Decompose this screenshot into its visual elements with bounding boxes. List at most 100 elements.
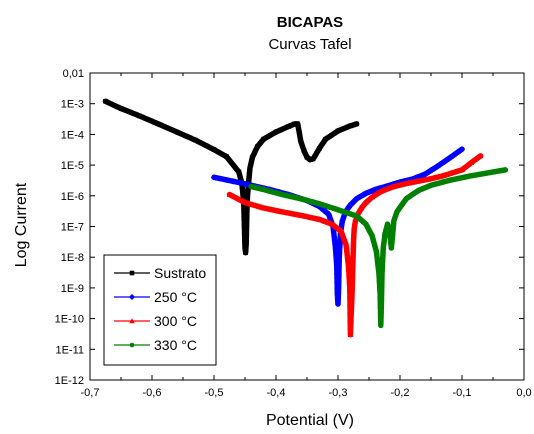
data-point: [334, 291, 341, 298]
data-point: [348, 123, 353, 129]
x-tick-label: 0,0: [516, 387, 531, 399]
series-line: [226, 153, 484, 338]
data-point: [447, 177, 452, 183]
data-point: [250, 154, 255, 160]
data-point: [477, 153, 484, 159]
data-point: [255, 144, 260, 149]
data-point: [354, 213, 359, 219]
data-point: [325, 211, 332, 218]
data-point: [363, 221, 369, 227]
data-point: [415, 178, 422, 184]
data-point: [245, 193, 250, 199]
legend-label: 330 °C: [154, 337, 197, 353]
data-point: [247, 165, 253, 171]
data-point: [298, 212, 304, 218]
data-point: [465, 174, 471, 179]
legend: Sustrato 250 °C 300 °C 330 °C: [103, 254, 217, 366]
y-tick-label: 1E-12: [55, 375, 84, 387]
data-point: [224, 154, 229, 159]
data-point: [347, 331, 354, 337]
series-sustrato: [102, 98, 360, 256]
data-point: [335, 300, 341, 307]
data-point: [174, 129, 180, 135]
data-point: [229, 178, 236, 185]
x-tick-label: -0,1: [453, 387, 472, 399]
data-point: [242, 199, 248, 205]
y-tick-label: 1E-9: [61, 283, 84, 295]
data-point: [335, 284, 342, 291]
data-point: [310, 156, 316, 162]
data-point: [307, 157, 313, 162]
y-tick-label: 1E-7: [61, 222, 84, 234]
data-point: [403, 180, 409, 186]
data-point: [155, 121, 161, 127]
plot-area: -0,7 -0,6 -0,5 -0,4 -0,3 -0,2 -0,1 0,0 1E-12 1E-1…: [55, 68, 532, 399]
data-point: [428, 182, 434, 188]
data-point: [335, 128, 341, 134]
data-point: [353, 195, 360, 202]
series-330-c: [248, 167, 509, 329]
data-point: [292, 121, 297, 127]
data-point: [391, 183, 397, 189]
x-tick-label: -0,2: [391, 387, 410, 399]
data-point: [358, 205, 365, 211]
data-point: [333, 263, 340, 270]
data-point: [394, 209, 400, 215]
data-point: [390, 233, 395, 239]
x-tick-label: -0,5: [205, 387, 224, 399]
data-point: [243, 250, 248, 256]
legend-marker: [129, 294, 135, 300]
data-point: [378, 188, 385, 194]
data-point: [374, 249, 379, 255]
data-point: [345, 263, 352, 269]
data-point: [261, 136, 266, 142]
data-point: [279, 192, 285, 197]
data-point: [295, 121, 300, 127]
x-tick-label: -0,4: [267, 387, 286, 399]
y-tick-label: 0,01: [63, 68, 84, 80]
data-point: [434, 163, 441, 170]
series-300-c: [226, 153, 484, 338]
y-tick-label: 1E-10: [55, 314, 84, 326]
data-point: [362, 190, 369, 197]
legend-marker: [129, 318, 135, 324]
data-point: [248, 184, 254, 189]
data-point: [338, 228, 344, 234]
data-point: [468, 159, 475, 165]
legend-item: Sustrato: [114, 265, 206, 281]
data-point: [118, 106, 124, 111]
data-point: [350, 261, 356, 267]
data-point: [347, 202, 354, 209]
data-point: [279, 209, 285, 215]
legend-item: 330 °C: [114, 337, 197, 353]
data-point: [286, 124, 291, 129]
data-point: [304, 154, 310, 160]
data-point: [329, 221, 335, 227]
data-point: [391, 218, 397, 224]
data-point: [243, 240, 249, 245]
y-tick-label: 1E-11: [55, 344, 84, 356]
data-point: [246, 178, 252, 184]
x-axis-label: Potential (V): [266, 412, 354, 429]
legend-marker: [129, 342, 135, 348]
data-point: [459, 146, 465, 153]
series-line: [248, 167, 509, 329]
legend-label: Sustrato: [154, 265, 206, 281]
data-point: [378, 323, 384, 328]
data-point: [389, 245, 394, 251]
data-point: [380, 245, 386, 251]
x-tick-label: -0,3: [329, 387, 348, 399]
y-tick-label: 1E-5: [61, 160, 84, 172]
chart-title: BICAPAS: [277, 14, 343, 31]
data-point: [428, 175, 434, 182]
data-point: [261, 187, 266, 192]
x-tick-label: -0,7: [81, 387, 100, 399]
legend-label: 250 °C: [154, 289, 197, 305]
data-point: [503, 167, 508, 173]
data-point: [377, 292, 383, 298]
legend-label: 300 °C: [154, 313, 197, 329]
data-point: [459, 167, 465, 173]
data-point: [382, 231, 388, 236]
data-point: [348, 301, 355, 307]
legend-marker: [129, 270, 135, 276]
